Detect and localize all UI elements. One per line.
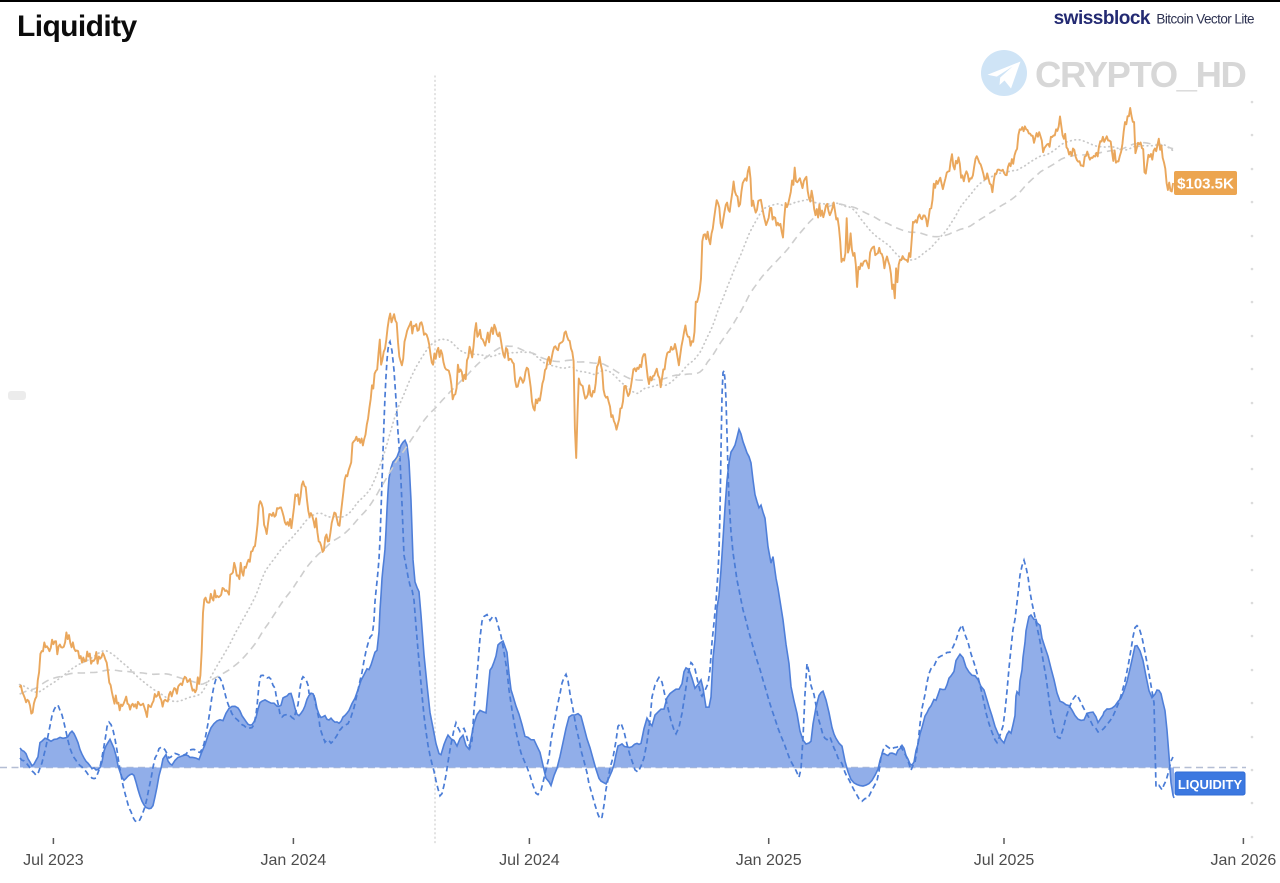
- svg-text:CRYPTO_HD: CRYPTO_HD: [1035, 54, 1246, 95]
- svg-text:Jan 2024: Jan 2024: [260, 852, 326, 869]
- svg-text:Bitcoin Vector Lite: Bitcoin Vector Lite: [1156, 12, 1254, 27]
- svg-text:swissblock: swissblock: [1054, 8, 1151, 29]
- svg-text:Jul 2025: Jul 2025: [974, 852, 1035, 869]
- svg-text:Jul 2024: Jul 2024: [499, 852, 560, 869]
- svg-text:Jan 2026: Jan 2026: [1210, 852, 1276, 869]
- svg-text:Jan 2025: Jan 2025: [736, 852, 802, 869]
- svg-text:LIQUIDITY: LIQUIDITY: [1178, 777, 1243, 792]
- svg-text:Liquidity: Liquidity: [17, 10, 137, 43]
- svg-text:$103.5K: $103.5K: [1177, 176, 1234, 193]
- svg-text:Jul 2023: Jul 2023: [23, 852, 84, 869]
